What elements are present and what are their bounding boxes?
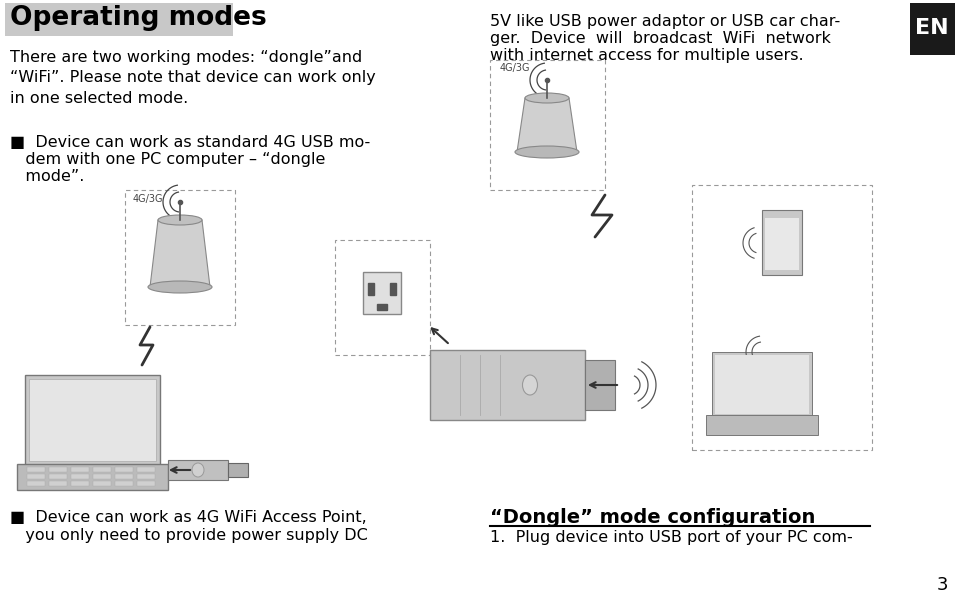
Polygon shape — [93, 481, 111, 486]
Polygon shape — [430, 350, 585, 420]
Polygon shape — [137, 467, 155, 472]
Text: EN: EN — [915, 18, 948, 38]
Ellipse shape — [515, 146, 579, 158]
Polygon shape — [762, 210, 802, 275]
Polygon shape — [712, 352, 812, 417]
Polygon shape — [585, 360, 615, 410]
Polygon shape — [363, 272, 401, 314]
Polygon shape — [706, 415, 818, 435]
Polygon shape — [115, 474, 133, 479]
Text: 5V like USB power adaptor or USB car char-: 5V like USB power adaptor or USB car cha… — [490, 14, 840, 29]
FancyBboxPatch shape — [5, 3, 233, 36]
Polygon shape — [93, 474, 111, 479]
Ellipse shape — [525, 93, 569, 103]
Polygon shape — [137, 474, 155, 479]
Text: Operating modes: Operating modes — [10, 5, 267, 31]
Polygon shape — [93, 467, 111, 472]
Polygon shape — [27, 467, 45, 472]
Bar — [335, 240, 430, 355]
Text: ■  Device can work as 4G WiFi Access Point,: ■ Device can work as 4G WiFi Access Poin… — [10, 510, 367, 525]
Bar — [125, 190, 235, 325]
Polygon shape — [228, 463, 248, 477]
Polygon shape — [27, 481, 45, 486]
Polygon shape — [29, 379, 156, 461]
Text: 4G/3G: 4G/3G — [133, 194, 163, 204]
Polygon shape — [517, 98, 577, 152]
Text: There are two working modes: “dongle”and
“WiFi”. Please note that device can wor: There are two working modes: “dongle”and… — [10, 50, 375, 106]
Polygon shape — [71, 474, 89, 479]
Ellipse shape — [192, 463, 204, 477]
Ellipse shape — [522, 375, 538, 395]
Bar — [490, 60, 605, 190]
Polygon shape — [137, 481, 155, 486]
Polygon shape — [71, 481, 89, 486]
Polygon shape — [27, 474, 45, 479]
Polygon shape — [150, 220, 210, 287]
Text: 1.  Plug device into USB port of your PC com-: 1. Plug device into USB port of your PC … — [490, 530, 852, 545]
Polygon shape — [390, 283, 396, 295]
Polygon shape — [377, 304, 387, 310]
Polygon shape — [368, 283, 374, 295]
Polygon shape — [168, 460, 228, 480]
FancyBboxPatch shape — [910, 3, 955, 55]
Ellipse shape — [148, 281, 212, 293]
Bar — [692, 185, 872, 450]
Text: ger.  Device  will  broadcast  WiFi  network: ger. Device will broadcast WiFi network — [490, 31, 830, 46]
Polygon shape — [115, 481, 133, 486]
Text: 4G/3G: 4G/3G — [500, 63, 531, 73]
Polygon shape — [71, 467, 89, 472]
Polygon shape — [49, 467, 67, 472]
Polygon shape — [17, 464, 168, 490]
Ellipse shape — [158, 215, 202, 225]
Polygon shape — [765, 218, 799, 270]
Text: 3: 3 — [937, 576, 948, 594]
Text: you only need to provide power supply DC: you only need to provide power supply DC — [10, 528, 368, 543]
Polygon shape — [49, 474, 67, 479]
Polygon shape — [25, 375, 160, 465]
Text: mode”.: mode”. — [10, 169, 84, 184]
Polygon shape — [715, 355, 809, 414]
Text: ■  Device can work as standard 4G USB mo-: ■ Device can work as standard 4G USB mo- — [10, 135, 371, 150]
Polygon shape — [115, 467, 133, 472]
Text: with internet access for multiple users.: with internet access for multiple users. — [490, 48, 804, 63]
Text: “Dongle” mode configuration: “Dongle” mode configuration — [490, 508, 815, 527]
Text: dem with one PC computer – “dongle: dem with one PC computer – “dongle — [10, 152, 325, 167]
Polygon shape — [49, 481, 67, 486]
